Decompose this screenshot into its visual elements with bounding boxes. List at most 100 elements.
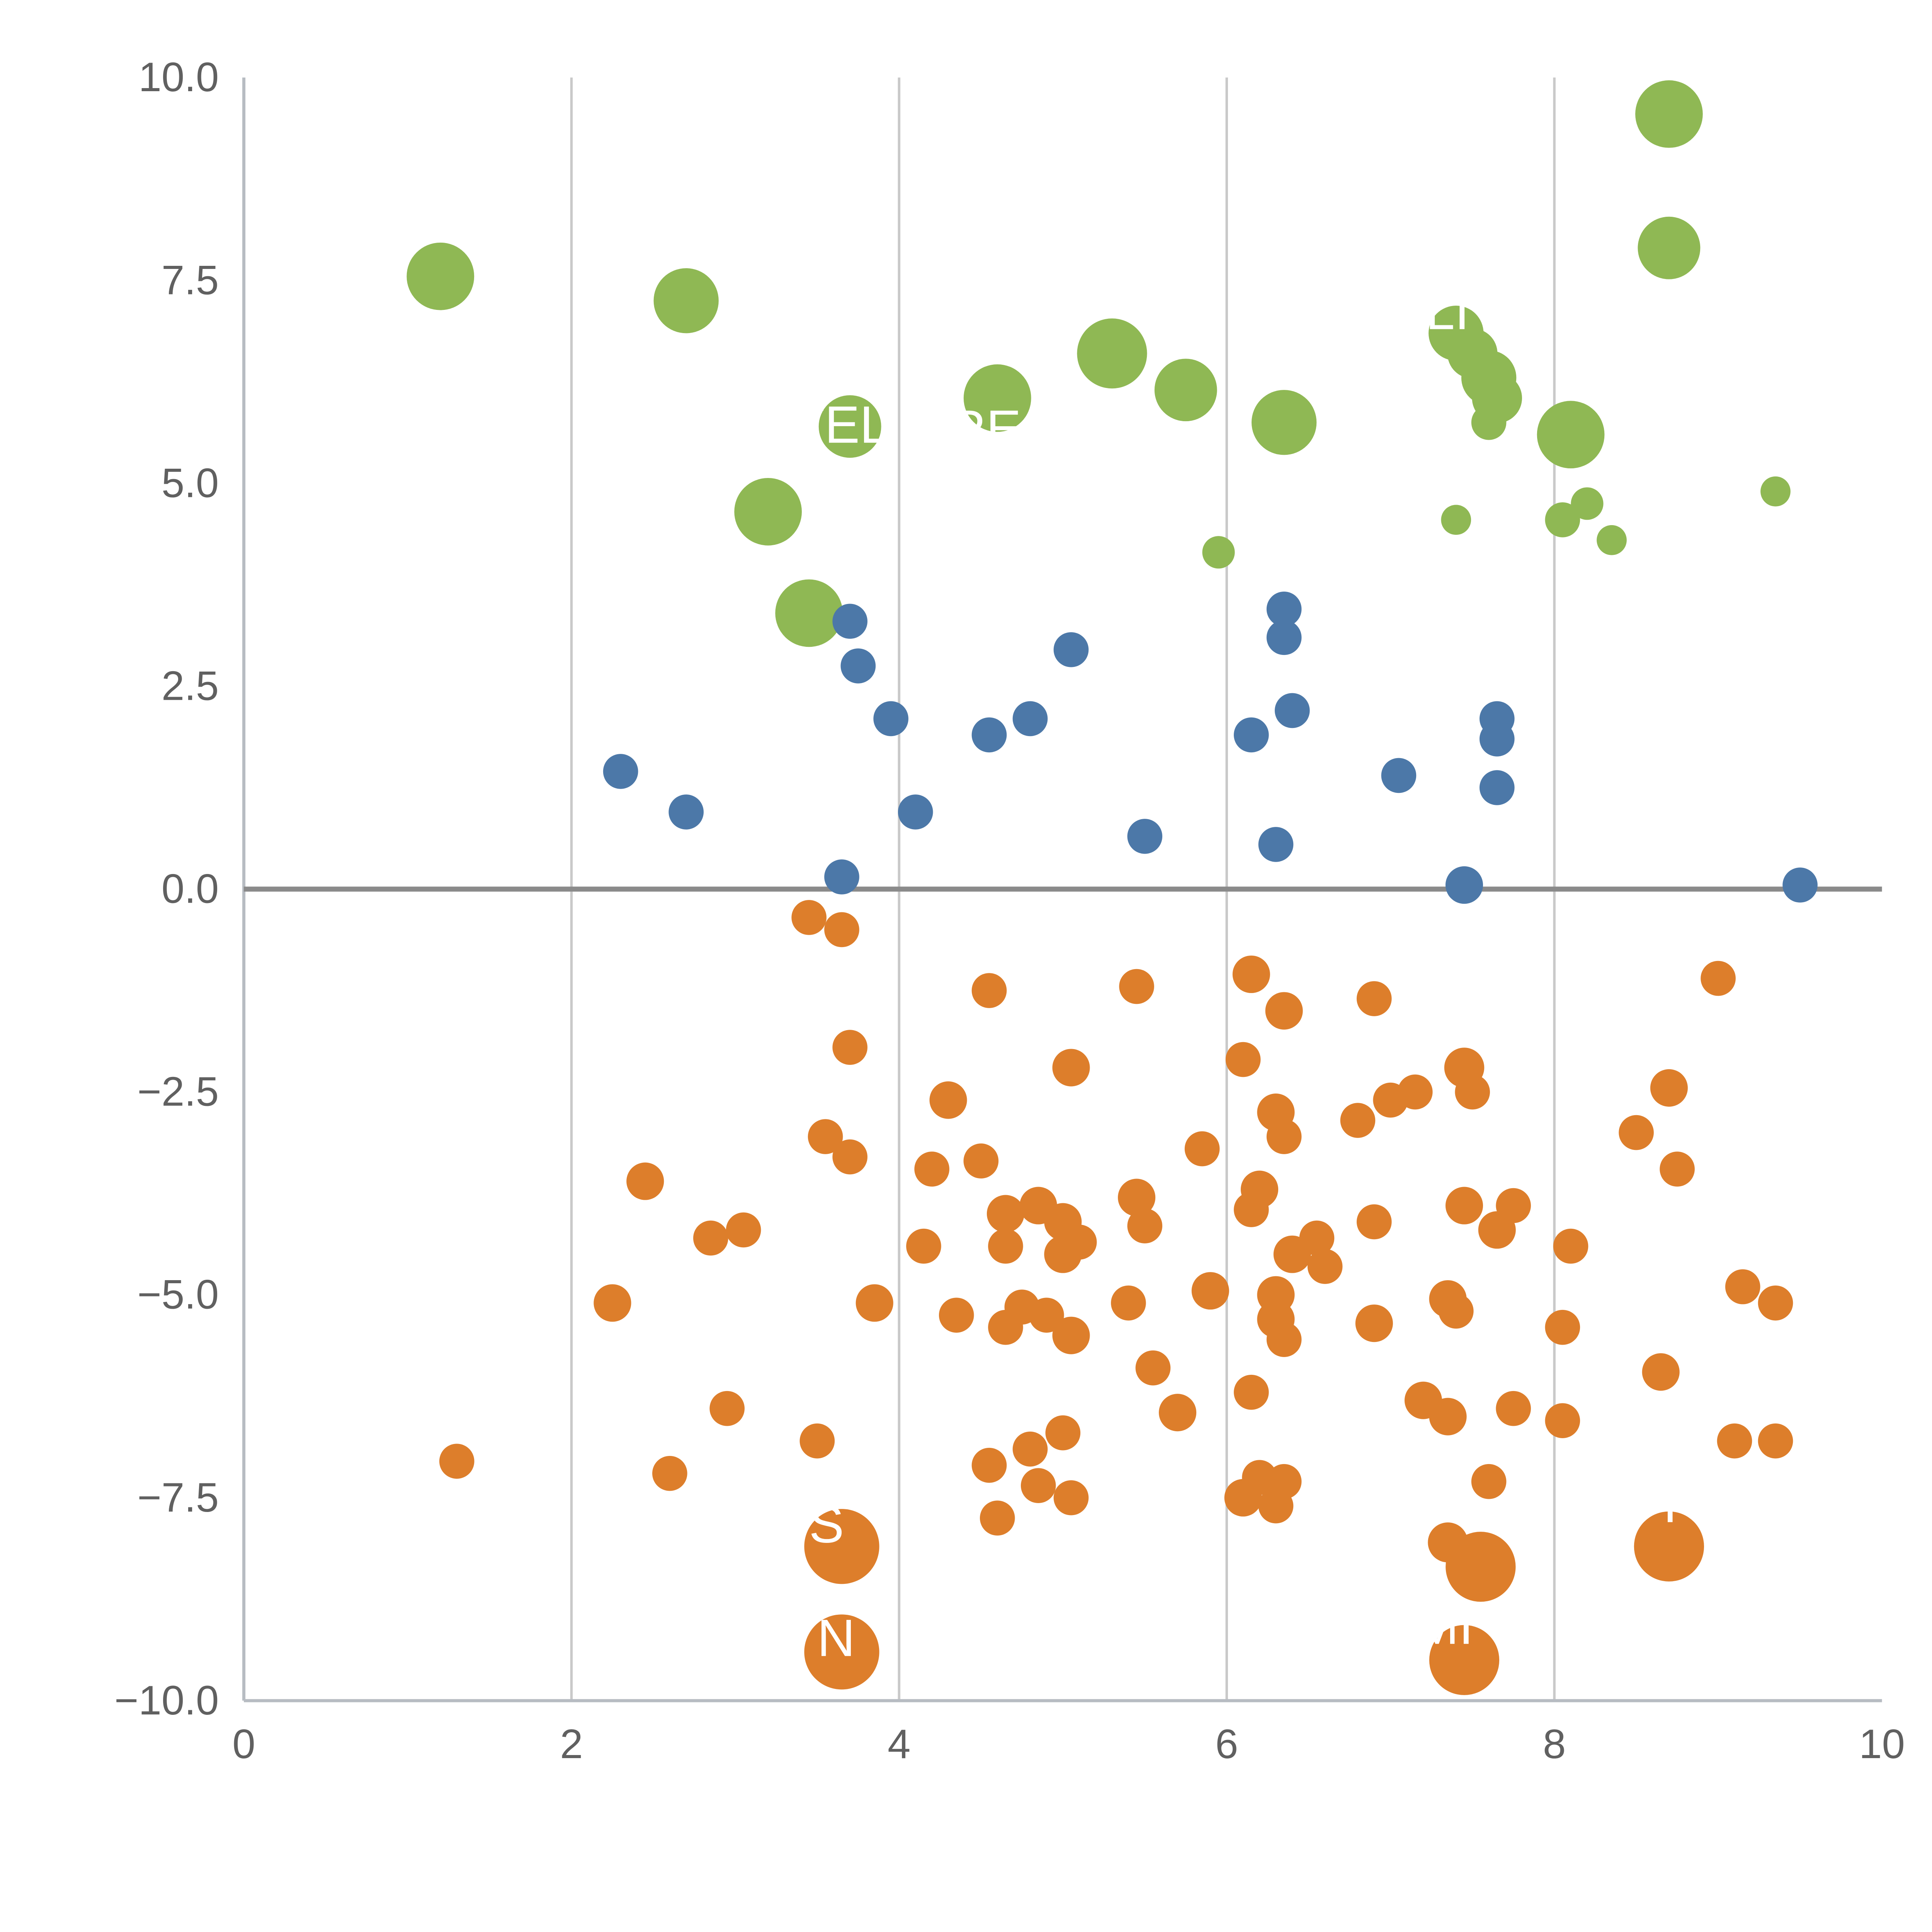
- data-point-green-cluster: [1545, 502, 1580, 537]
- data-point-blue-cluster: [971, 717, 1007, 753]
- bubble-label: TEL: [793, 395, 889, 454]
- data-point-green-cluster: [1154, 359, 1217, 422]
- data-point-orange-cluster: [1118, 1179, 1156, 1216]
- bubble-label: MI: [1415, 1596, 1473, 1655]
- data-point-orange-cluster: [1660, 1151, 1695, 1187]
- data-point-orange-cluster: [1496, 1391, 1531, 1426]
- bubble-labels-group: ELI TEL RE SN MI YO: [793, 282, 1728, 1667]
- data-point-green-cluster: [775, 579, 843, 647]
- data-point-blue-cluster: [1445, 866, 1483, 904]
- data-point-green-cluster: [406, 242, 474, 310]
- y-tick-label: 2.5: [162, 662, 219, 709]
- y-axis-tick-labels: 10.0 7.5 5.0 2.5 0.0 −2.5 −5.0 −7.5 −10.0: [114, 54, 219, 1723]
- data-point-green-cluster: [1441, 505, 1471, 535]
- data-point-orange-cluster: [1445, 1187, 1483, 1225]
- x-tick-label: 4: [888, 1721, 910, 1767]
- data-point-orange-cluster: [1234, 1192, 1269, 1227]
- data-point-green-cluster: [1638, 216, 1701, 279]
- data-point-orange-cluster: [1135, 1350, 1171, 1386]
- bubble-label: N: [817, 1609, 855, 1667]
- data-point-orange-cluster: [1052, 1316, 1090, 1354]
- data-point-orange-cluster: [1307, 1249, 1343, 1284]
- points-group: [406, 80, 1818, 1695]
- data-point-orange-cluster: [1225, 1042, 1261, 1077]
- data-point-blue-cluster: [668, 794, 704, 830]
- data-point-green-cluster: [1597, 525, 1627, 555]
- data-point-blue-cluster: [824, 859, 859, 895]
- data-point-orange-cluster: [1234, 1374, 1269, 1410]
- data-point-orange-cluster: [939, 1298, 974, 1333]
- data-point-orange-cluster: [986, 1195, 1024, 1233]
- x-axis-tick-labels: 0 2 4 6 8 10: [232, 1721, 1905, 1767]
- data-point-orange-cluster: [808, 1119, 843, 1154]
- data-point-blue-cluster: [1782, 867, 1818, 903]
- data-point-green-cluster: [1202, 536, 1235, 569]
- data-point-blue-cluster: [898, 794, 933, 830]
- data-point-orange-cluster: [1650, 1069, 1688, 1107]
- data-point-blue-cluster: [603, 754, 638, 789]
- data-point-blue-cluster: [840, 648, 876, 684]
- data-point-green-cluster: [1635, 80, 1703, 148]
- data-point-orange-cluster: [1340, 1103, 1376, 1138]
- data-point-blue-cluster: [873, 701, 908, 736]
- data-point-orange-cluster: [1428, 1522, 1468, 1563]
- bubble-label: S: [809, 1495, 844, 1554]
- data-point-green-cluster: [1760, 476, 1791, 507]
- data-point-blue-cluster: [1012, 701, 1048, 736]
- data-point-green-cluster: [1471, 405, 1507, 440]
- data-point-blue-cluster: [1053, 632, 1089, 667]
- data-point-orange-cluster: [439, 1444, 474, 1479]
- data-point-orange-cluster: [1545, 1310, 1580, 1345]
- data-point-orange-cluster: [824, 912, 859, 947]
- data-point-green-cluster: [818, 395, 881, 458]
- data-point-orange-cluster: [1159, 1394, 1197, 1432]
- data-point-orange-cluster: [1127, 1208, 1163, 1243]
- bubble-label: RE: [948, 399, 1021, 458]
- data-point-orange-cluster: [832, 1139, 867, 1175]
- data-point-orange-cluster: [1061, 1225, 1097, 1260]
- data-point-blue-cluster: [1479, 770, 1515, 805]
- data-point-orange-cluster: [1265, 992, 1303, 1030]
- data-point-orange-cluster: [1045, 1415, 1081, 1451]
- data-point-orange-cluster: [1438, 1293, 1474, 1329]
- data-point-blue-cluster: [1479, 721, 1515, 757]
- data-point-orange-cluster: [1119, 969, 1154, 1004]
- data-point-orange-cluster: [1545, 1403, 1580, 1438]
- data-point-orange-cluster: [1725, 1269, 1760, 1304]
- data-point-orange-cluster: [1191, 1272, 1229, 1310]
- data-point-orange-cluster: [971, 1447, 1007, 1483]
- data-point-orange-cluster: [1701, 961, 1736, 996]
- data-point-green-cluster: [963, 364, 1031, 432]
- data-point-green-cluster: [1537, 401, 1605, 469]
- data-point-blue-cluster: [1127, 819, 1163, 854]
- data-point-orange-cluster: [971, 973, 1007, 1008]
- y-tick-label: −10.0: [114, 1677, 219, 1723]
- y-tick-label: 5.0: [162, 459, 219, 506]
- data-point-orange-cluster: [1429, 1398, 1467, 1435]
- data-point-orange-cluster: [1619, 1115, 1654, 1150]
- data-point-orange-cluster: [1357, 981, 1392, 1016]
- data-point-orange-cluster: [804, 1614, 879, 1690]
- data-point-orange-cluster: [1471, 1464, 1507, 1499]
- data-point-orange-cluster: [1266, 1322, 1302, 1357]
- data-point-orange-cluster: [832, 1030, 867, 1065]
- data-point-orange-cluster: [1273, 1235, 1311, 1273]
- data-point-orange-cluster: [1758, 1285, 1793, 1321]
- data-point-orange-cluster: [1455, 1074, 1490, 1110]
- data-point-orange-cluster: [652, 1456, 687, 1491]
- bubble-label: ELI: [1391, 282, 1469, 340]
- data-point-orange-cluster: [1266, 1119, 1302, 1154]
- x-tick-label: 2: [560, 1721, 583, 1767]
- data-point-orange-cluster: [1012, 1431, 1048, 1467]
- data-point-orange-cluster: [709, 1391, 745, 1426]
- data-point-orange-cluster: [693, 1220, 728, 1256]
- x-tick-label: 10: [1859, 1721, 1905, 1767]
- y-tick-label: −5.0: [138, 1271, 219, 1318]
- y-tick-label: −2.5: [138, 1068, 219, 1115]
- data-point-orange-cluster: [1553, 1228, 1588, 1264]
- bubble-label: YO: [1653, 1475, 1728, 1533]
- data-point-orange-cluster: [1355, 1304, 1393, 1342]
- data-point-orange-cluster: [1184, 1131, 1220, 1167]
